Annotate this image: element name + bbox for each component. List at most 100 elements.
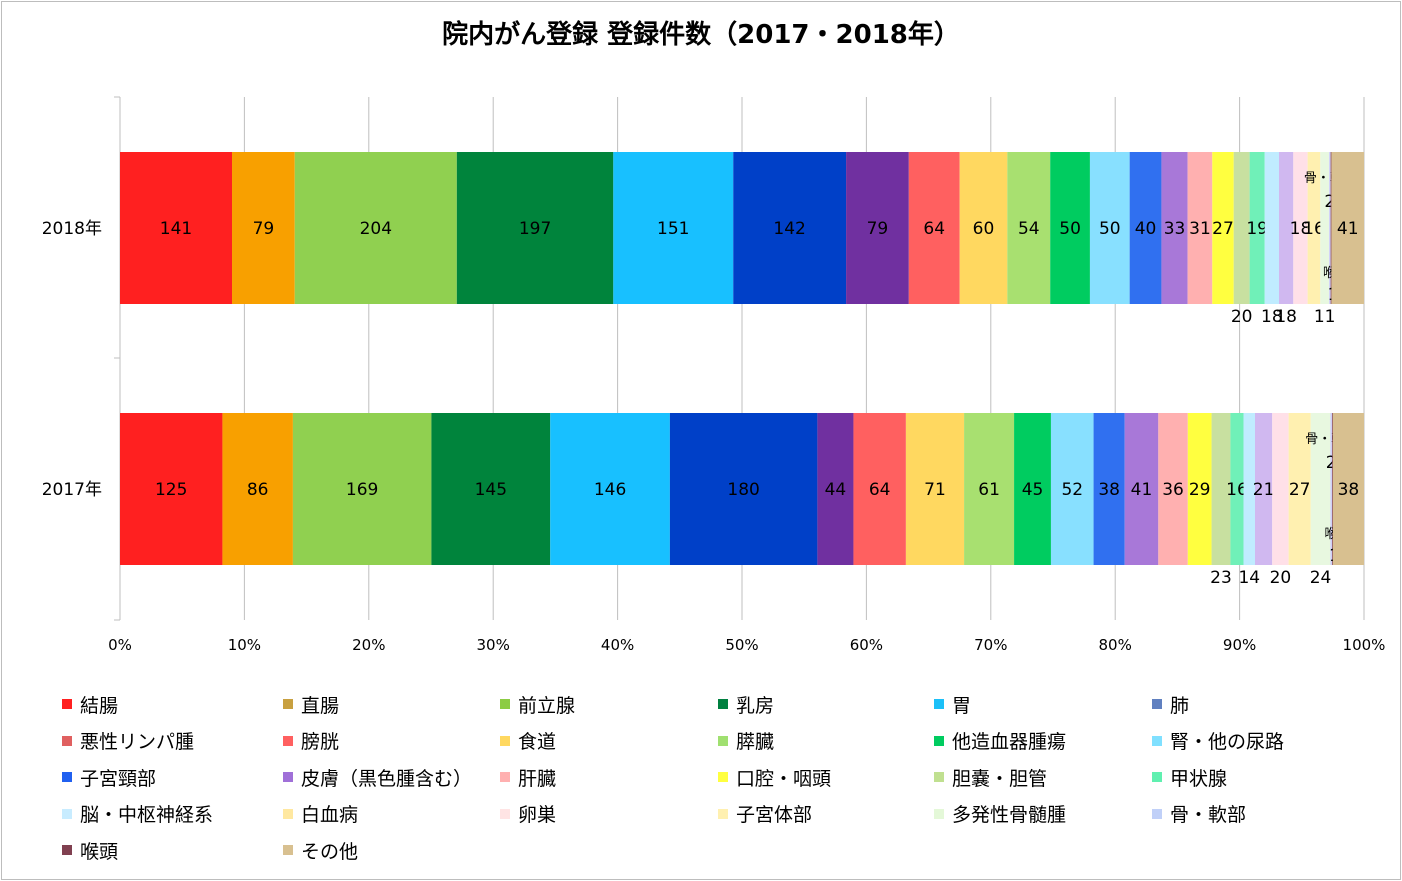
bar-segment	[846, 152, 909, 304]
legend-label: 悪性リンパ腫	[80, 731, 195, 753]
bar-segment	[1050, 152, 1090, 304]
bar-segment	[222, 413, 293, 565]
data-label: 18	[1261, 307, 1283, 327]
legend-item: 多発性骨髄腫	[934, 802, 1066, 826]
data-label: 21	[1253, 480, 1275, 500]
bar-segment	[964, 413, 1015, 565]
data-label: 27	[1212, 219, 1234, 239]
data-label: 79	[253, 219, 275, 239]
x-tick-label: 40%	[601, 636, 634, 654]
bar-segment	[431, 413, 551, 565]
data-label: 38	[1338, 480, 1360, 500]
data-label: 125	[155, 480, 187, 500]
legend-swatch	[1152, 735, 1162, 746]
bar-segment	[1288, 413, 1311, 565]
legend-swatch	[62, 735, 72, 746]
legend-swatch	[718, 808, 728, 819]
legend-label: その他	[301, 840, 359, 863]
bar-segment	[1014, 413, 1051, 565]
bar-segment	[1089, 152, 1130, 304]
data-label: 146	[594, 480, 626, 500]
legend-item: 脳・中枢神経系	[62, 802, 213, 826]
legend-item: 白血病	[283, 802, 358, 826]
legend-label: 喉頭	[80, 840, 119, 863]
bar-segment	[1243, 413, 1256, 565]
bar-segment	[1255, 413, 1273, 565]
legend-item: 膵臓	[718, 729, 774, 753]
legend-swatch	[62, 808, 72, 819]
legend-item: 食道	[500, 729, 556, 753]
legend-item: 悪性リンパ腫	[62, 729, 194, 753]
legend-item: 前立腺	[500, 692, 575, 717]
legend-label: 膀胱	[301, 731, 340, 753]
bar-segment	[1307, 152, 1321, 304]
legend-swatch	[283, 845, 293, 855]
data-label: 151	[657, 219, 689, 239]
legend-label: 脳・中枢神経系	[80, 804, 214, 826]
legend-item: 胆嚢・胆管	[934, 765, 1047, 790]
legend-item: 口腔・咽頭	[718, 765, 831, 790]
data-label: 40	[1135, 219, 1157, 239]
legend-swatch	[283, 772, 293, 782]
data-label: 50	[1059, 219, 1081, 239]
bar-segment	[1330, 152, 1332, 304]
bar-segment	[1187, 152, 1213, 304]
data-label: 44	[825, 480, 847, 500]
data-label: 20	[1231, 307, 1253, 327]
legend-swatch	[283, 699, 293, 709]
x-tick-label: 100%	[1343, 636, 1386, 654]
category-label: 2017年	[42, 480, 102, 500]
legend-swatch	[1152, 808, 1162, 819]
legend-label: 直腸	[301, 694, 340, 717]
legend-item: 肝臓	[500, 765, 556, 790]
bar-segment	[1124, 413, 1159, 565]
data-label: 145	[475, 480, 507, 500]
bar-segment	[1293, 152, 1308, 304]
bar-segment	[292, 413, 432, 565]
legend-item: 卵巣	[500, 802, 556, 826]
legend-swatch	[500, 699, 510, 709]
bar-segment	[1093, 413, 1125, 565]
bar-segment	[1050, 413, 1094, 565]
bar-segment	[1332, 413, 1364, 565]
data-label: 29	[1189, 480, 1211, 500]
data-label: 2	[1324, 192, 1335, 212]
bar-segment	[120, 152, 233, 304]
data-label: 23	[1210, 568, 1232, 588]
data-label: 45	[1022, 480, 1044, 500]
legend-label: 子宮体部	[736, 804, 813, 826]
data-label: 141	[160, 219, 192, 239]
bar-segment	[1264, 152, 1280, 304]
legend-item: 他造血器腫瘍	[934, 729, 1066, 753]
legend-item: 喉頭	[62, 838, 119, 863]
bar-segment	[1161, 152, 1188, 304]
data-label: 18	[1275, 307, 1297, 327]
data-label: 14	[1238, 568, 1260, 588]
legend-swatch	[1152, 699, 1162, 709]
legend-swatch	[62, 845, 72, 855]
x-tick-label: 30%	[477, 636, 510, 654]
x-tick-label: 80%	[1099, 636, 1132, 654]
data-label: 60	[973, 219, 995, 239]
data-label: 11	[1314, 307, 1336, 327]
data-label: 204	[360, 219, 392, 239]
data-label: 79	[867, 219, 889, 239]
bar-segment	[1230, 413, 1244, 565]
legend-swatch	[934, 699, 944, 709]
legend-swatch	[934, 772, 944, 782]
bar-segment	[232, 152, 295, 304]
legend-item: 皮膚（黒色腫含む）	[283, 765, 472, 790]
data-label: 2	[1326, 453, 1337, 473]
bar-segment	[1331, 152, 1364, 304]
data-label: 36	[1162, 480, 1184, 500]
legend-item: 胃	[934, 692, 971, 717]
legend-item: 膀胱	[283, 729, 339, 753]
bar-segment	[1233, 152, 1250, 304]
legend-label: 肺	[1170, 694, 1190, 717]
bar-segment	[1129, 152, 1162, 304]
data-label: 16	[1226, 480, 1248, 500]
bar-segment	[1212, 152, 1234, 304]
legend-item: 子宮体部	[718, 802, 812, 826]
legend-swatch	[718, 699, 728, 709]
legend-swatch	[718, 772, 728, 782]
